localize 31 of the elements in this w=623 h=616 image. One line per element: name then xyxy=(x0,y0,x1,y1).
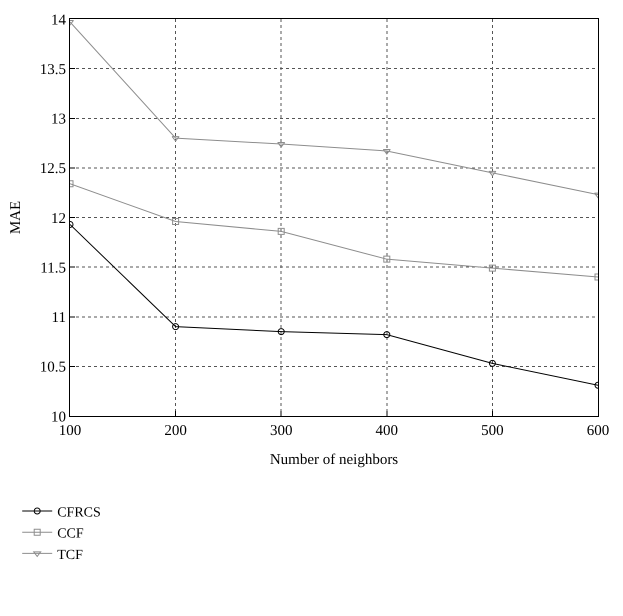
y-tick-label: 10 xyxy=(51,409,66,426)
y-tick-label: 14 xyxy=(51,12,66,28)
legend-label: TCF xyxy=(57,548,84,563)
x-tick-label: 300 xyxy=(270,423,292,439)
x-axis-title: Number of neighbors xyxy=(270,452,398,468)
point xyxy=(278,328,285,336)
point xyxy=(488,360,496,367)
y-tick-label: 13 xyxy=(51,112,66,128)
x-tick-label: 400 xyxy=(376,423,398,439)
point xyxy=(278,228,285,235)
x-tick-label: 500 xyxy=(481,423,504,439)
x-tick-label: 100 xyxy=(58,423,82,439)
y-tick-label: 10.5 xyxy=(40,360,66,376)
y-tick-label: 12.5 xyxy=(40,161,66,178)
y-tick-label: 12 xyxy=(51,210,66,227)
y-axis-title: MAE xyxy=(8,200,24,234)
point xyxy=(172,136,180,142)
x-tick-label: 600 xyxy=(586,423,610,439)
point xyxy=(488,264,496,272)
y-tick-label: 11.5 xyxy=(40,260,66,276)
y-tick-label: 13.5 xyxy=(40,62,66,78)
y-tick-label: 11 xyxy=(52,310,66,326)
legend-label: CCF xyxy=(57,526,84,542)
point xyxy=(383,256,390,263)
x-tick-label: 200 xyxy=(164,423,187,439)
point xyxy=(172,218,180,225)
point xyxy=(488,170,496,176)
point xyxy=(383,331,390,338)
point xyxy=(277,142,286,148)
point xyxy=(172,323,180,330)
legend-label: CFRCS xyxy=(57,505,101,520)
